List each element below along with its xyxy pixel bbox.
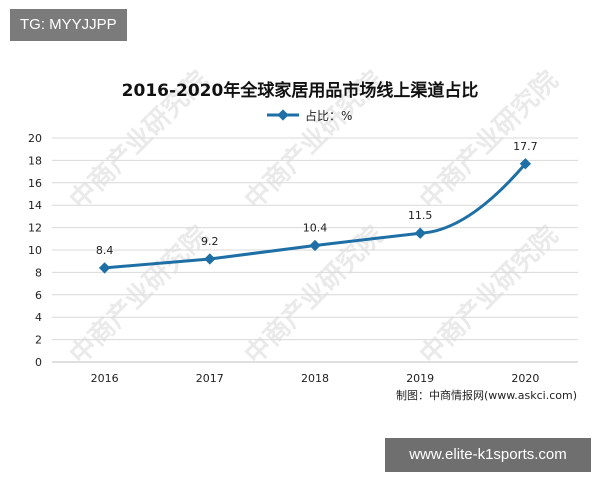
- y-tick-label: 2: [35, 334, 42, 347]
- legend-label: 占比：%: [305, 108, 352, 123]
- x-tick-label: 2020: [511, 372, 539, 385]
- data-point-marker: [204, 253, 215, 264]
- data-label: 9.2: [201, 235, 219, 248]
- y-tick-label: 14: [28, 199, 42, 212]
- data-label: 8.4: [96, 244, 114, 257]
- y-tick-label: 10: [28, 244, 42, 257]
- x-tick-label: 2018: [301, 372, 329, 385]
- chart-title: 2016-2020年全球家居用品市场线上渠道占比: [122, 80, 479, 101]
- y-tick-label: 6: [35, 289, 42, 302]
- series-line: [105, 164, 526, 268]
- source-note: 制图：中商情报网(www.askci.com): [396, 388, 577, 402]
- data-label: 11.5: [408, 209, 433, 222]
- y-tick-label: 20: [28, 132, 42, 145]
- legend-marker-icon: [277, 109, 288, 120]
- y-tick-label: 0: [35, 356, 42, 369]
- y-tick-label: 16: [28, 177, 42, 190]
- y-tick-label: 8: [35, 266, 42, 279]
- y-tick-label: 4: [35, 311, 42, 324]
- data-point-marker: [415, 228, 426, 239]
- data-point-marker: [99, 262, 110, 273]
- y-tick-label: 18: [28, 154, 42, 167]
- x-tick-label: 2016: [91, 372, 119, 385]
- y-tick-labels: 0 2 4 6 8 10 12 14 16 18 20: [28, 132, 42, 369]
- site-badge: www.elite-k1sports.com: [385, 438, 591, 472]
- data-label: 17.7: [513, 140, 538, 153]
- data-label: 10.4: [303, 222, 328, 235]
- data-labels: 8.4 9.2 10.4 11.5 17.7: [96, 140, 538, 257]
- data-point-marker: [309, 240, 320, 251]
- x-tick-label: 2019: [406, 372, 434, 385]
- legend: 占比：%: [267, 108, 352, 123]
- x-tick-label: 2017: [196, 372, 224, 385]
- y-tick-label: 12: [28, 222, 42, 235]
- x-tick-labels: 2016 2017 2018 2019 2020: [91, 372, 540, 385]
